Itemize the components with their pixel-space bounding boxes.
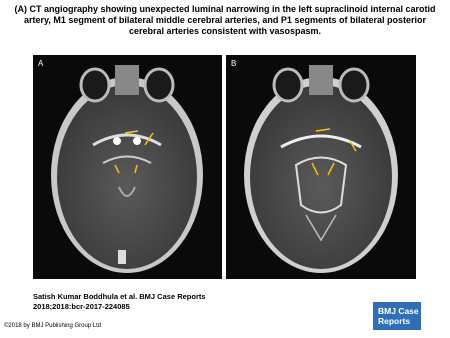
logo: BMJ Case Reports xyxy=(373,302,421,330)
title: (A) CT angiography showing unexpected lu… xyxy=(14,4,436,36)
copyright: ©2018 by BMJ Publishing Group Ltd xyxy=(4,323,102,329)
citation-reference: 2018;2018:bcr-2017-224085 xyxy=(33,302,130,311)
panel-b: B xyxy=(226,55,416,279)
citation-authors: Satish Kumar Boddhula et al. BMJ Case Re… xyxy=(33,292,206,301)
panel-label: A xyxy=(38,59,44,68)
logo-line: BMJ Case xyxy=(378,306,419,316)
ct-figure: A B xyxy=(33,55,416,279)
panel-label: B xyxy=(231,59,236,68)
panel-a: A xyxy=(33,55,222,279)
citation: Satish Kumar Boddhula et al. BMJ Case Re… xyxy=(33,292,206,312)
logo-line: Reports xyxy=(378,316,411,326)
